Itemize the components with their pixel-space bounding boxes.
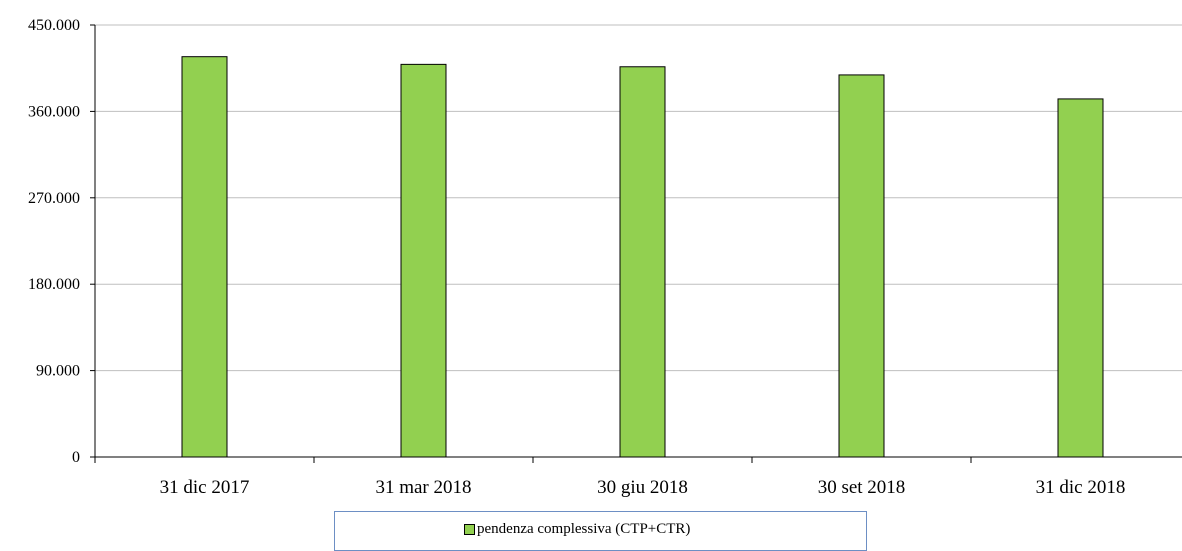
y-tick-label: 270.000 bbox=[28, 190, 80, 207]
bar-chart: 0 90.000 180.000 270.000 360.000 450.000 31 di… bbox=[28, 17, 1182, 498]
y-tick-label: 90.000 bbox=[36, 363, 80, 380]
y-tick-label: 360.000 bbox=[28, 103, 80, 120]
bar bbox=[838, 74, 885, 458]
y-tick-label: 450.000 bbox=[28, 17, 80, 34]
bar bbox=[1057, 98, 1104, 458]
bar bbox=[619, 66, 666, 458]
x-tick-label: 31 dic 2018 bbox=[1036, 477, 1126, 498]
legend-swatch bbox=[464, 524, 475, 535]
legend-entry: pendenza complessiva (CTP+CTR) bbox=[464, 521, 690, 538]
legend: pendenza complessiva (CTP+CTR) bbox=[334, 511, 867, 551]
x-tick-label: 31 mar 2018 bbox=[375, 477, 471, 498]
bar bbox=[400, 63, 447, 458]
bar bbox=[181, 56, 228, 458]
x-tick-label: 31 dic 2017 bbox=[160, 477, 250, 498]
legend-label: pendenza complessiva (CTP+CTR) bbox=[477, 521, 691, 537]
y-tick-label: 0 bbox=[72, 449, 80, 466]
x-tick-label: 30 giu 2018 bbox=[597, 477, 688, 498]
x-tick-label: 30 set 2018 bbox=[818, 477, 906, 498]
y-tick-label: 180.000 bbox=[28, 276, 80, 293]
